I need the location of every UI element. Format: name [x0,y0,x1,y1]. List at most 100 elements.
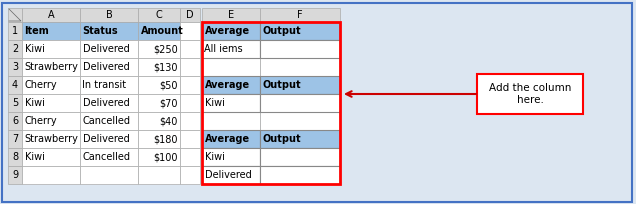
Text: Output: Output [263,80,301,90]
FancyBboxPatch shape [22,22,80,40]
FancyBboxPatch shape [80,94,138,112]
Text: 3: 3 [12,62,18,72]
FancyBboxPatch shape [202,148,260,166]
FancyBboxPatch shape [477,74,583,114]
FancyBboxPatch shape [22,76,80,94]
Text: $250: $250 [153,44,177,54]
Text: Delivered: Delivered [83,98,129,108]
Text: D: D [186,10,194,20]
FancyBboxPatch shape [260,130,340,148]
FancyBboxPatch shape [202,166,260,184]
Text: Cancelled: Cancelled [83,152,130,162]
FancyBboxPatch shape [138,94,180,112]
Text: F: F [297,10,303,20]
Text: In transit: In transit [83,80,127,90]
FancyBboxPatch shape [260,94,340,112]
FancyBboxPatch shape [260,76,340,94]
FancyBboxPatch shape [80,130,138,148]
Text: $50: $50 [159,80,177,90]
FancyBboxPatch shape [202,76,260,94]
FancyBboxPatch shape [8,22,22,40]
FancyBboxPatch shape [22,112,80,130]
FancyBboxPatch shape [180,166,200,184]
FancyBboxPatch shape [260,94,340,112]
Text: Average: Average [205,26,249,36]
FancyBboxPatch shape [138,112,180,130]
FancyBboxPatch shape [80,22,138,40]
Text: 1: 1 [12,26,18,36]
Text: 7: 7 [12,134,18,144]
Text: $70: $70 [159,98,177,108]
FancyBboxPatch shape [8,40,22,58]
FancyBboxPatch shape [8,76,22,94]
FancyBboxPatch shape [138,8,180,22]
FancyBboxPatch shape [202,76,260,94]
Text: 2: 2 [12,44,18,54]
Text: $100: $100 [153,152,177,162]
Text: Kiwi: Kiwi [25,98,45,108]
Text: Delivered: Delivered [205,170,251,180]
FancyBboxPatch shape [22,40,80,58]
FancyBboxPatch shape [202,40,260,58]
FancyBboxPatch shape [138,76,180,94]
FancyBboxPatch shape [80,58,138,76]
FancyBboxPatch shape [22,166,80,184]
Text: Average: Average [205,134,249,144]
FancyBboxPatch shape [202,130,260,148]
FancyBboxPatch shape [260,40,340,58]
FancyBboxPatch shape [180,76,200,94]
Text: Item: Item [25,26,49,36]
FancyBboxPatch shape [8,166,22,184]
FancyBboxPatch shape [202,22,260,40]
FancyBboxPatch shape [80,76,138,94]
FancyBboxPatch shape [138,22,180,40]
FancyBboxPatch shape [138,166,180,184]
Text: Kiwi: Kiwi [205,152,225,162]
Text: E: E [228,10,234,20]
FancyBboxPatch shape [22,8,80,22]
FancyBboxPatch shape [260,112,340,130]
FancyBboxPatch shape [8,148,22,166]
FancyBboxPatch shape [138,130,180,148]
Text: $130: $130 [153,62,177,72]
FancyBboxPatch shape [260,8,340,22]
Text: Status: Status [83,26,118,36]
FancyBboxPatch shape [2,3,632,202]
Text: C: C [156,10,162,20]
Text: Delivered: Delivered [83,44,129,54]
FancyBboxPatch shape [260,166,340,184]
Text: All iems: All iems [205,44,243,54]
FancyBboxPatch shape [202,148,260,166]
Text: Delivered: Delivered [83,62,129,72]
Text: A: A [48,10,54,20]
FancyBboxPatch shape [8,130,22,148]
FancyBboxPatch shape [80,148,138,166]
FancyBboxPatch shape [22,130,80,148]
Text: Kiwi: Kiwi [25,152,45,162]
FancyBboxPatch shape [180,22,200,40]
Text: B: B [106,10,113,20]
Text: Cancelled: Cancelled [83,116,130,126]
FancyBboxPatch shape [202,112,260,130]
FancyBboxPatch shape [202,8,260,22]
FancyBboxPatch shape [8,58,22,76]
Text: 4: 4 [12,80,18,90]
FancyBboxPatch shape [138,58,180,76]
FancyBboxPatch shape [260,58,340,76]
Text: 6: 6 [12,116,18,126]
FancyBboxPatch shape [260,40,340,58]
FancyBboxPatch shape [138,148,180,166]
FancyBboxPatch shape [22,58,80,76]
FancyBboxPatch shape [8,8,22,22]
FancyBboxPatch shape [260,76,340,94]
FancyBboxPatch shape [180,94,200,112]
FancyBboxPatch shape [180,112,200,130]
FancyBboxPatch shape [202,94,260,112]
FancyBboxPatch shape [80,166,138,184]
Text: Add the column
here.: Add the column here. [489,83,571,105]
FancyBboxPatch shape [180,40,200,58]
FancyBboxPatch shape [202,166,260,184]
Text: Delivered: Delivered [83,134,129,144]
FancyBboxPatch shape [22,94,80,112]
Text: Output: Output [263,26,301,36]
